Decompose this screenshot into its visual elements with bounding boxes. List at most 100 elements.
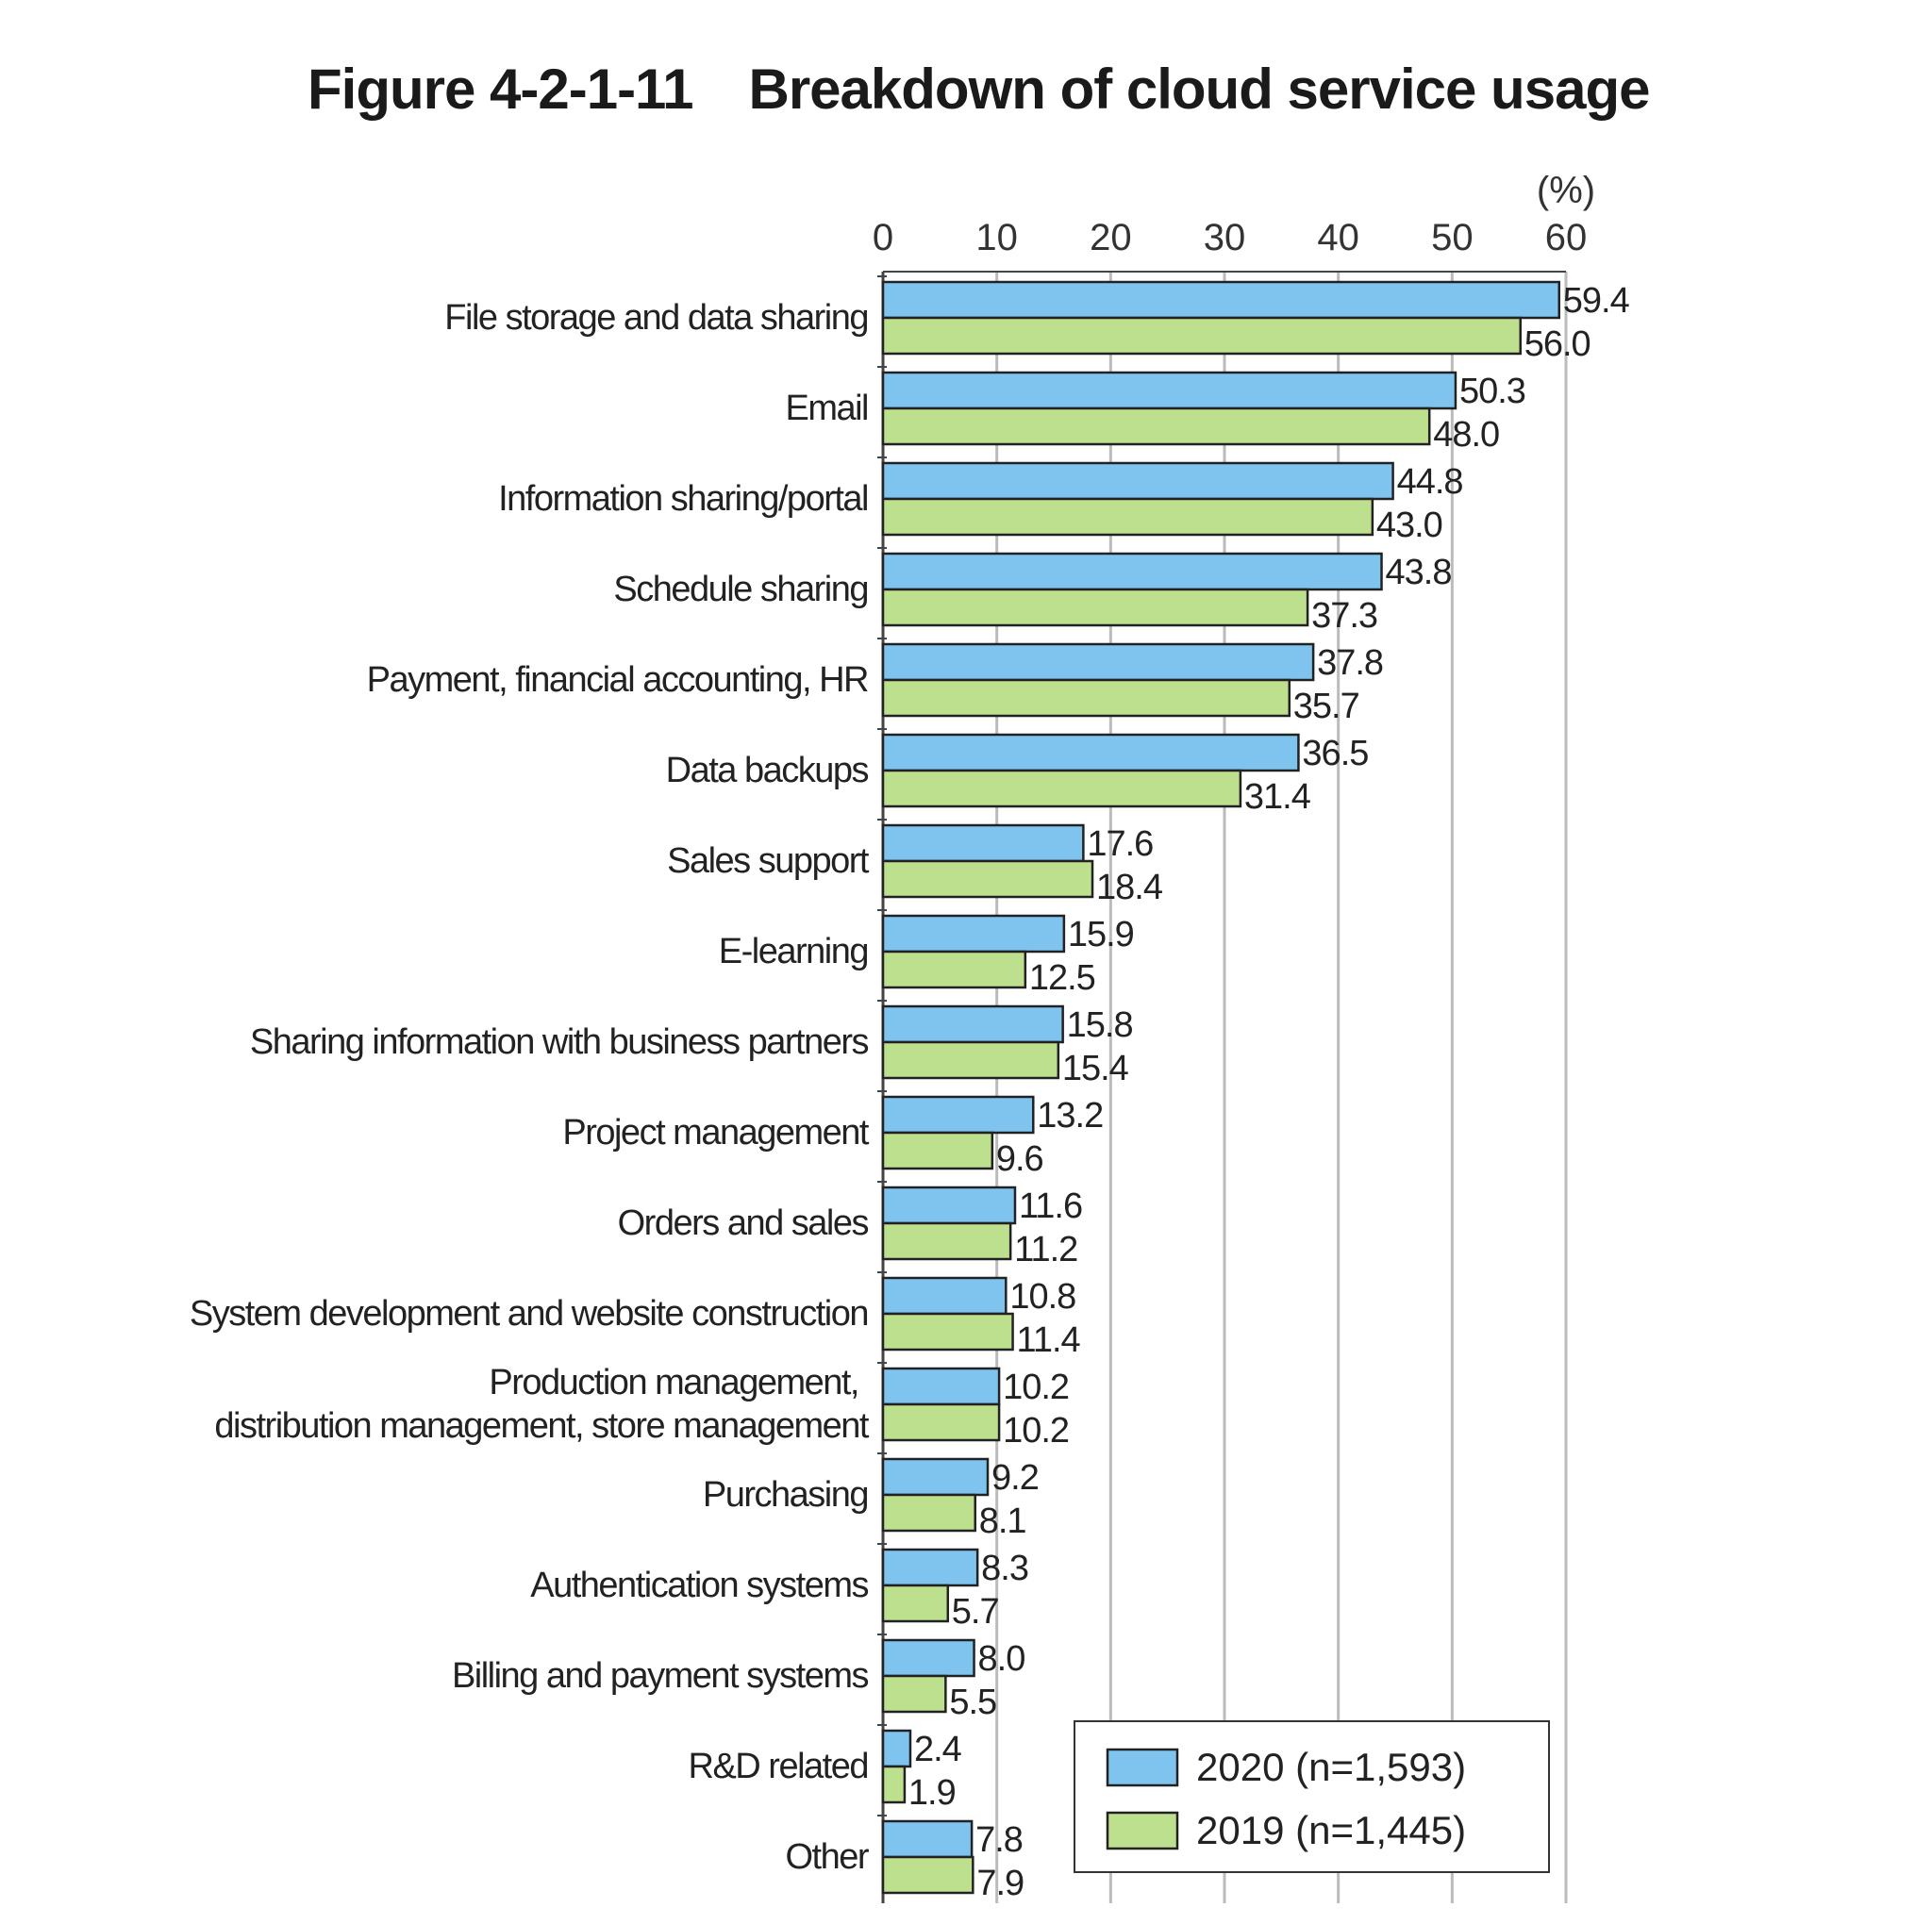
bar-2020 <box>881 1729 912 1768</box>
category-label: Project management <box>562 1113 870 1153</box>
data-label: 12.5 <box>1029 958 1095 998</box>
bar-2019 <box>881 859 1094 899</box>
bar-2020 <box>881 642 1315 682</box>
data-label: 8.0 <box>978 1639 1025 1679</box>
bar-2019 <box>881 588 1309 627</box>
category-label: Sharing information with business partne… <box>250 1022 869 1062</box>
category-label: Other <box>785 1837 869 1877</box>
category-label: Billing and payment systems <box>452 1656 869 1696</box>
bar-2020 <box>881 733 1300 772</box>
legend-label: 2020 (n=1,593) <box>1196 1745 1466 1789</box>
category-label: File storage and data sharing <box>444 298 868 338</box>
bar-2020 <box>881 1276 1008 1316</box>
data-label: 15.4 <box>1062 1049 1129 1088</box>
category-label: Data backups <box>666 751 869 790</box>
category-label: distribution management, store managemen… <box>214 1406 870 1446</box>
category-label: Email <box>785 389 868 428</box>
category-labels: File storage and data sharing Email Inform… <box>190 298 872 1877</box>
x-tick-label: 40 <box>1317 217 1359 258</box>
bar-2019 <box>881 1312 1014 1352</box>
data-label: 48.0 <box>1433 415 1499 455</box>
x-tick-label: 20 <box>1090 217 1132 258</box>
bar-2019 <box>881 950 1027 989</box>
x-tick-label: 50 <box>1431 217 1474 258</box>
category-label: R&D related <box>689 1747 868 1786</box>
data-label: 59.4 <box>1563 281 1630 321</box>
bar-2020 <box>881 552 1383 591</box>
data-label: 8.1 <box>979 1501 1026 1541</box>
legend: 2020 (n=1,593) 2019 (n=1,445) <box>1074 1720 1550 1873</box>
bar-2020 <box>881 1457 990 1497</box>
data-label: 37.8 <box>1317 643 1383 683</box>
x-tick-label: 10 <box>975 217 1018 258</box>
bar-2019 <box>881 1221 1012 1261</box>
bar-2020 <box>881 461 1394 501</box>
data-label: 36.5 <box>1302 734 1368 773</box>
data-label: 7.9 <box>976 1864 1024 1903</box>
bar-2019 <box>881 1402 1001 1442</box>
bar-2019 <box>881 497 1374 537</box>
category-label: Authentication systems <box>530 1566 868 1605</box>
category-label: Schedule sharing <box>613 570 868 609</box>
category-label: System development and website construct… <box>190 1294 868 1334</box>
data-label: 2.4 <box>914 1730 962 1769</box>
bar-2020 <box>881 1004 1064 1044</box>
bar-2019 <box>881 1855 974 1895</box>
data-label: 9.6 <box>996 1139 1043 1179</box>
data-label: 56.0 <box>1524 324 1591 364</box>
data-label: 9.2 <box>991 1458 1039 1498</box>
chart-title: Figure 4-2-1-11 Breakdown of cloud servi… <box>308 58 1649 121</box>
bar-2020 <box>881 1548 979 1587</box>
bar-2020 <box>881 823 1085 863</box>
category-label: Production management, <box>489 1363 858 1402</box>
unit-label: (%) <box>1537 170 1595 211</box>
bar-2020 <box>881 1186 1017 1225</box>
data-label: 10.8 <box>1009 1277 1075 1317</box>
data-label: 5.7 <box>952 1592 999 1632</box>
bar-2019 <box>881 1131 994 1170</box>
bar-2019 <box>881 406 1431 446</box>
bar-2019 <box>881 678 1291 718</box>
category-label: Payment, financial accounting, HR <box>367 660 868 700</box>
data-label: 13.2 <box>1037 1096 1103 1136</box>
data-label: 37.3 <box>1311 596 1377 636</box>
data-label: 44.8 <box>1397 462 1463 502</box>
bar-2019 <box>881 1584 950 1623</box>
bar-2020 <box>881 1095 1035 1135</box>
data-label: 11.6 <box>1019 1186 1082 1226</box>
x-tick-label: 60 <box>1545 217 1588 258</box>
bar-2019 <box>881 1765 907 1804</box>
category-label: Orders and sales <box>618 1203 869 1243</box>
data-label: 43.8 <box>1386 553 1452 592</box>
data-label: 18.4 <box>1096 868 1163 907</box>
x-axis-ticks: 0 10 20 30 40 50 60 <box>873 217 1587 258</box>
bar-2019 <box>881 1493 976 1533</box>
data-label: 35.7 <box>1293 687 1359 726</box>
data-label: 31.4 <box>1244 777 1311 817</box>
bar-2019 <box>881 316 1522 356</box>
gridlines <box>877 271 1568 1903</box>
data-label: 17.6 <box>1087 824 1153 864</box>
data-label: 10.2 <box>1003 1368 1069 1407</box>
category-label: E-learning <box>719 932 868 971</box>
x-tick-label: 30 <box>1204 217 1246 258</box>
bars: 59.456.0 50.3 48.0 44.8 43.0 43.837.3 37.8 35.7… <box>881 280 1631 1903</box>
bar-2020 <box>881 914 1066 954</box>
legend-swatch <box>1106 1748 1179 1787</box>
bar-2020 <box>881 280 1561 320</box>
data-label: 11.4 <box>1017 1320 1081 1360</box>
bar-2020 <box>881 371 1457 410</box>
data-label: 50.3 <box>1459 372 1525 411</box>
category-label: Sales support <box>667 841 870 881</box>
data-label: 15.9 <box>1068 915 1134 954</box>
bar-2019 <box>881 1040 1060 1080</box>
data-label: 1.9 <box>908 1773 956 1813</box>
data-label: 43.0 <box>1376 506 1442 545</box>
category-label: Information sharing/portal <box>498 479 868 519</box>
x-tick-label: 0 <box>873 217 893 258</box>
category-label: Purchasing <box>703 1475 868 1515</box>
legend-label: 2019 (n=1,445) <box>1196 1808 1466 1852</box>
bar-2019 <box>881 1674 947 1714</box>
data-label: 8.3 <box>981 1549 1028 1588</box>
